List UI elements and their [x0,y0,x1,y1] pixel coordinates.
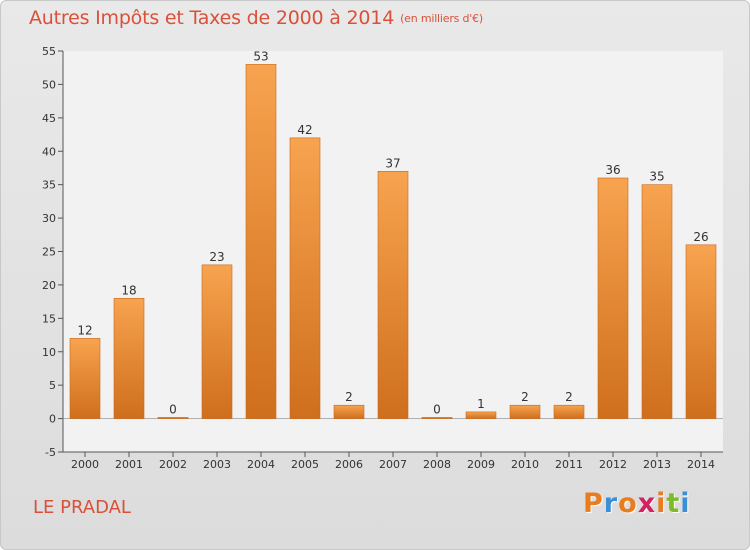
x-tick-label: 2013 [643,458,671,471]
data-label: 1 [477,397,485,411]
x-tick-label: 2000 [71,458,99,471]
data-label: 36 [605,163,620,177]
bar [377,171,409,419]
y-tick-label: 45 [42,112,56,125]
y-tick-label: 25 [42,246,56,259]
y-tick-label: 5 [49,379,56,392]
logo-letter: r [603,488,619,519]
data-label: 18 [121,283,136,297]
bar [509,404,541,419]
data-label: 12 [77,323,92,337]
bar [465,411,497,419]
logo-letter: i [656,488,667,519]
y-tick-label: 15 [42,312,56,325]
chart-title: Autres Impôts et Taxes de 2000 à 2014 (en… [29,7,483,29]
x-tick-label: 2009 [467,458,495,471]
bar [333,404,365,419]
bar [685,244,717,419]
x-tick-label: 2014 [687,458,715,471]
proxiti-logo: Proxiti [583,488,691,519]
bar [201,264,233,419]
x-tick-label: 2012 [599,458,627,471]
bar [69,338,101,419]
y-tick-label: -5 [45,446,56,459]
data-label: 23 [209,250,224,264]
y-tick-label: 55 [42,45,56,58]
logo-letter: o [618,488,638,519]
x-tick-label: 2003 [203,458,231,471]
y-tick-label: 20 [42,279,56,292]
y-tick-label: 50 [42,78,56,91]
x-tick-label: 2010 [511,458,539,471]
x-tick-label: 2004 [247,458,275,471]
logo-letter: i [680,488,691,519]
chart-unit: (en milliers d'€) [400,12,483,25]
data-label: 2 [521,390,529,404]
y-tick-label: 40 [42,145,56,158]
data-label: 42 [297,123,312,137]
x-tick-label: 2011 [555,458,583,471]
logo-letter: P [583,488,604,519]
y-tick-label: 30 [42,212,56,225]
x-tick-label: 2008 [423,458,451,471]
logo-letter: t [666,488,681,519]
y-tick-label: 10 [42,346,56,359]
bar [113,297,145,419]
x-tick-label: 2001 [115,458,143,471]
data-label: 35 [649,170,664,184]
bar [157,417,189,419]
x-tick-label: 2002 [159,458,187,471]
x-tick-label: 2005 [291,458,319,471]
y-tick-label: 35 [42,179,56,192]
bar [245,64,277,419]
x-tick-label: 2006 [335,458,363,471]
bar [421,417,453,419]
data-label: 53 [253,49,268,63]
bar [289,137,321,419]
data-label: 0 [169,402,177,416]
y-tick-label: 0 [49,413,56,426]
data-label: 37 [385,156,400,170]
chart-title-text: Autres Impôts et Taxes de 2000 à 2014 [29,7,395,29]
bar [553,404,585,419]
logo-letter: x [637,488,657,519]
data-label: 0 [433,402,441,416]
data-label: 2 [565,390,573,404]
bar-chart: -505101520253035404550552000122001182002… [42,45,723,471]
place-name: LE PRADAL [33,497,131,518]
data-label: 2 [345,390,353,404]
data-label: 26 [693,230,708,244]
bar [597,177,629,419]
x-tick-label: 2007 [379,458,407,471]
bar [641,184,673,419]
